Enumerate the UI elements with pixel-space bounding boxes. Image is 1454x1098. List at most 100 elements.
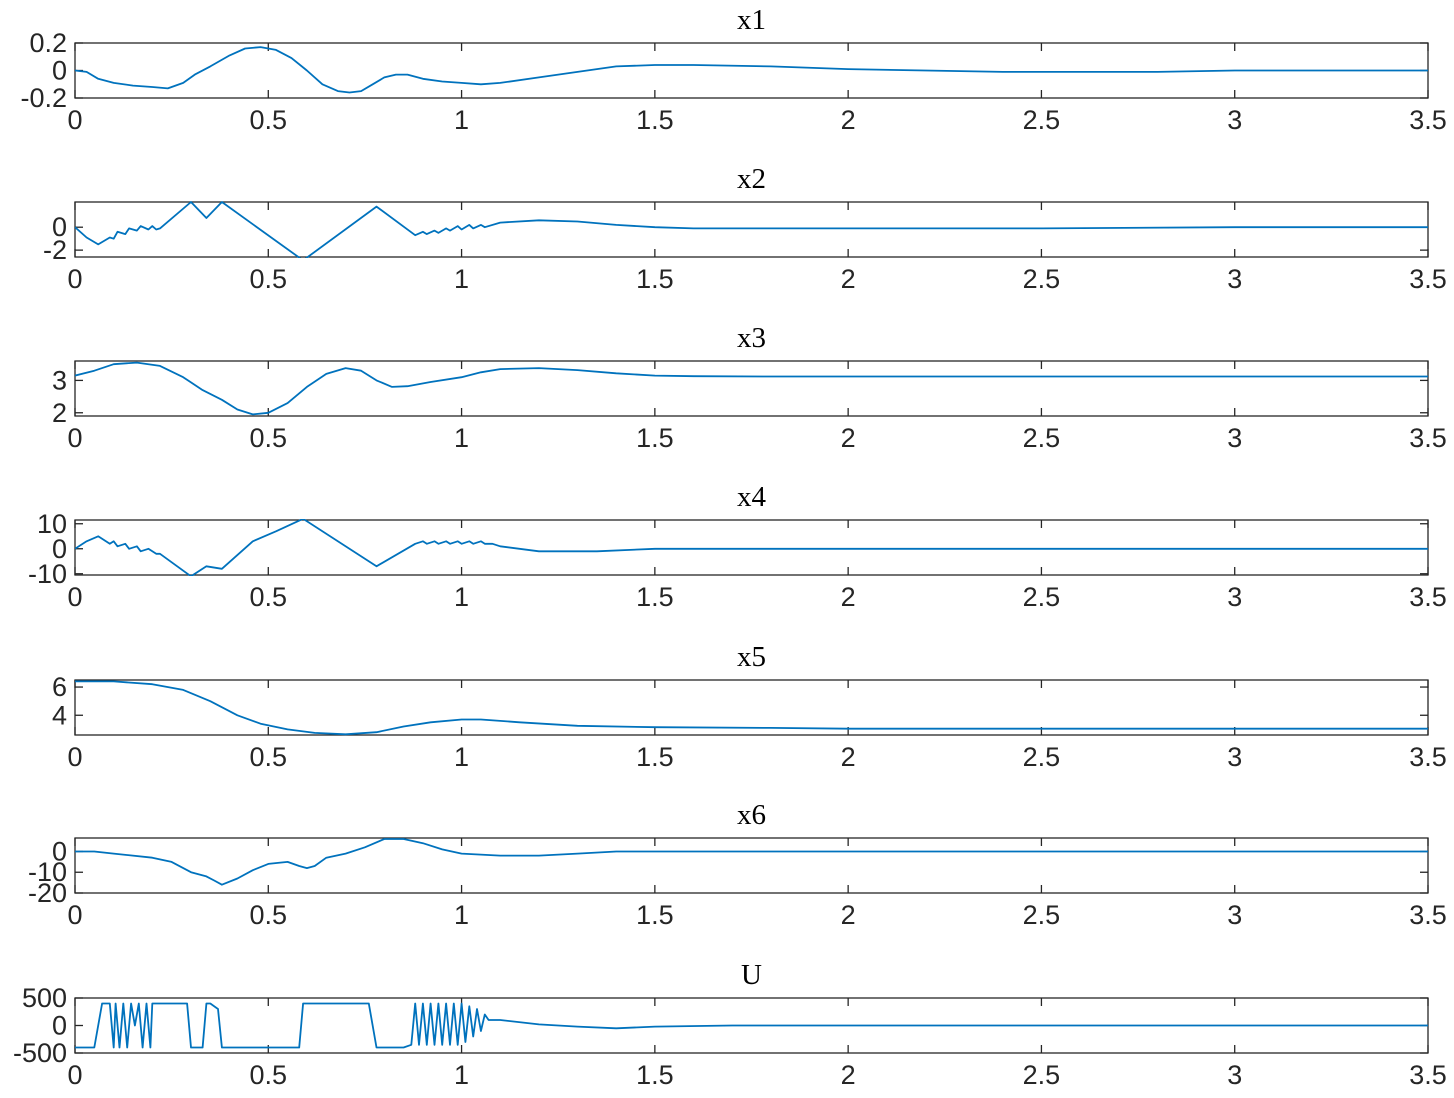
x-tick-label: 3.5 xyxy=(1409,582,1447,612)
x-tick-label: 0 xyxy=(67,264,82,294)
panel-title: U xyxy=(741,959,762,991)
series-line-x4 xyxy=(75,519,1428,576)
x-tick-label: 0.5 xyxy=(250,900,288,930)
panel-title: x1 xyxy=(737,4,766,36)
panel-x6: x6 0 0.5 1 1.5 2 2.5 3 3.5 0-10-20 xyxy=(28,799,1447,930)
x-tick-label: 1.5 xyxy=(636,742,674,772)
x-tick-label: 2 xyxy=(841,264,856,294)
x-tick-label: 0 xyxy=(67,742,82,772)
x-tick-label: 2 xyxy=(841,105,856,135)
y-tick-label: 3 xyxy=(52,365,67,395)
x-tick-label: 1.5 xyxy=(636,1060,674,1090)
x-tick-label: 3.5 xyxy=(1409,264,1447,294)
x-tick-label: 3 xyxy=(1227,900,1242,930)
x-tick-label: 1 xyxy=(454,264,469,294)
axes-box xyxy=(74,360,1429,417)
x-tick-label: 0 xyxy=(67,423,82,453)
x-tick-label: 3 xyxy=(1227,742,1242,772)
y-tick-label: 4 xyxy=(52,700,67,730)
panel-title: x5 xyxy=(737,641,766,673)
x-tick-label: 1.5 xyxy=(636,582,674,612)
axes-box xyxy=(74,201,1429,258)
panel-title: x3 xyxy=(737,322,766,354)
panel-x1: x10 0.5 1 1.5 2 2.5 3 3.50.20-0.2 xyxy=(20,4,1446,135)
y-tick-label: 2 xyxy=(52,398,67,428)
axes-box xyxy=(74,837,1429,894)
x-tick-label: 2.5 xyxy=(1023,105,1061,135)
panel-title: x6 xyxy=(737,799,766,831)
x-tick-label: 3 xyxy=(1227,1060,1242,1090)
series-line-u xyxy=(75,1002,1428,1049)
x-tick-label: 1 xyxy=(454,742,469,772)
y-tick-label: 10 xyxy=(37,509,67,539)
x-tick-label: 3.5 xyxy=(1409,900,1447,930)
x-tick-label: 0.5 xyxy=(250,423,288,453)
y-tick-label: -2 xyxy=(43,235,67,265)
x-tick-label: 3.5 xyxy=(1409,1060,1447,1090)
x-tick-label: 3.5 xyxy=(1409,105,1447,135)
panel-title: x2 xyxy=(737,163,766,195)
series-line-x2 xyxy=(75,201,1428,258)
y-tick-label: 0 xyxy=(52,534,67,564)
x-tick-label: 3.5 xyxy=(1409,423,1447,453)
x-tick-label: 2 xyxy=(841,742,856,772)
x-tick-label: 3 xyxy=(1227,582,1242,612)
x-tick-label: 1 xyxy=(454,1060,469,1090)
x-tick-label: 3 xyxy=(1227,264,1242,294)
x-tick-label: 3 xyxy=(1227,105,1242,135)
axes-box xyxy=(74,679,1429,736)
x-tick-label: 2.5 xyxy=(1023,900,1061,930)
x-tick-label: 0.5 xyxy=(250,264,288,294)
x-tick-label: 1.5 xyxy=(636,423,674,453)
series-line-x3 xyxy=(75,361,1428,416)
x-tick-label: 1.5 xyxy=(636,900,674,930)
panel-x3: x30 0.5 1 1.5 2 2.5 3 3.532 xyxy=(52,322,1447,453)
x-tick-label: 0.5 xyxy=(250,742,288,772)
x-tick-label: 1 xyxy=(454,900,469,930)
x-tick-label: 0 xyxy=(67,105,82,135)
y-tick-label: -10 xyxy=(28,857,67,887)
panel-x2: x2 0 0.5 1 1.5 2 2.5 3 3.5 0-2 xyxy=(43,163,1447,294)
series-line-x5 xyxy=(75,680,1428,736)
x-tick-label: 2.5 xyxy=(1023,423,1061,453)
x-tick-label: 2 xyxy=(841,423,856,453)
x-tick-label: 1 xyxy=(454,423,469,453)
series-line-x1 xyxy=(75,46,1428,94)
y-tick-label: -20 xyxy=(28,878,67,908)
x-tick-label: 2 xyxy=(841,900,856,930)
y-tick-label: -500 xyxy=(13,1038,67,1068)
y-tick-label: 0 xyxy=(52,1011,67,1041)
y-tick-label: 6 xyxy=(52,672,67,702)
x-tick-label: 2.5 xyxy=(1023,1060,1061,1090)
x-tick-label: 3.5 xyxy=(1409,742,1447,772)
y-tick-label: -0.2 xyxy=(20,83,67,113)
x-tick-label: 2 xyxy=(841,1060,856,1090)
x-tick-label: 3 xyxy=(1227,423,1242,453)
x-tick-label: 0.5 xyxy=(250,105,288,135)
x-tick-label: 0 xyxy=(67,582,82,612)
x-tick-label: 2.5 xyxy=(1023,264,1061,294)
x-tick-label: 2.5 xyxy=(1023,582,1061,612)
y-tick-label: 0 xyxy=(52,56,67,86)
axes-box xyxy=(74,519,1429,576)
panel-x5: x5 0 0.5 1 1.5 2 2.5 3 3.5 64 xyxy=(52,641,1447,772)
x-tick-label: 1 xyxy=(454,105,469,135)
y-tick-label: 0 xyxy=(52,836,67,866)
series-line-x6 xyxy=(75,838,1428,886)
x-tick-label: 0.5 xyxy=(250,582,288,612)
x-tick-label: 1.5 xyxy=(636,264,674,294)
x-tick-label: 1 xyxy=(454,582,469,612)
y-tick-label: 0.2 xyxy=(29,28,67,58)
x-tick-label: 0 xyxy=(67,1060,82,1090)
panel-title: x4 xyxy=(737,481,767,513)
x-tick-label: 0.5 xyxy=(250,1060,288,1090)
x-tick-label: 2.5 xyxy=(1023,742,1061,772)
x-tick-label: 1.5 xyxy=(636,105,674,135)
x-tick-label: 2 xyxy=(841,582,856,612)
y-tick-label: -10 xyxy=(28,559,67,589)
y-tick-label: 0 xyxy=(52,212,67,242)
x-tick-label: 0 xyxy=(67,900,82,930)
